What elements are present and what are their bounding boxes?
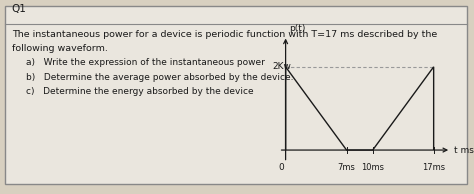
Text: 2Kw: 2Kw	[273, 62, 292, 71]
Text: p(t): p(t)	[289, 24, 305, 33]
Text: The instantaneous power for a device is periodic function with T=17 ms described: The instantaneous power for a device is …	[12, 30, 437, 39]
FancyBboxPatch shape	[5, 6, 467, 184]
Text: b)   Determine the average power absorbed by the device.: b) Determine the average power absorbed …	[26, 73, 293, 82]
Text: 7ms: 7ms	[337, 163, 356, 172]
Text: a)   Write the expression of the instantaneous power: a) Write the expression of the instantan…	[26, 58, 265, 67]
Text: c)   Determine the energy absorbed by the device: c) Determine the energy absorbed by the …	[26, 87, 254, 96]
Text: following waveform.: following waveform.	[12, 44, 108, 53]
Text: t ms: t ms	[454, 146, 474, 155]
Text: 17ms: 17ms	[422, 163, 445, 172]
Text: 10ms: 10ms	[361, 163, 384, 172]
Text: Q1: Q1	[12, 4, 27, 14]
Text: 0: 0	[278, 163, 284, 172]
